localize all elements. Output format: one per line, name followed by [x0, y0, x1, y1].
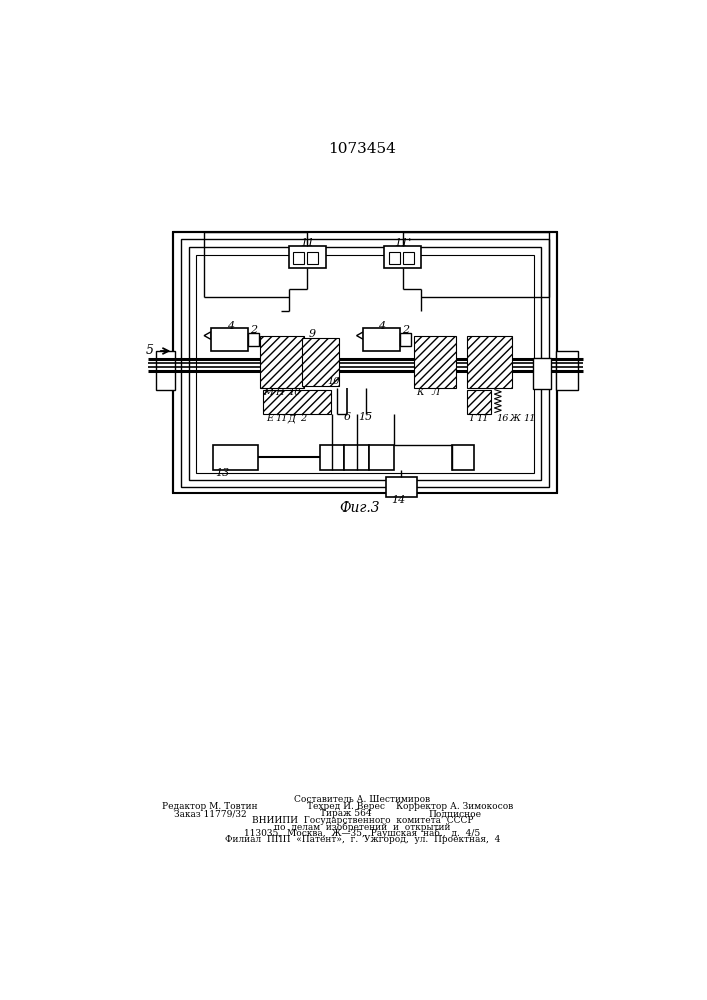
Text: Г: Г	[469, 414, 476, 423]
Text: 4: 4	[378, 321, 385, 331]
Bar	[389, 252, 399, 264]
Polygon shape	[204, 332, 211, 339]
Text: 9: 9	[308, 329, 315, 339]
Text: Н: Н	[275, 388, 284, 397]
Text: Ж: Ж	[510, 414, 521, 423]
Text: 4: 4	[227, 321, 234, 331]
Text: Корректор А. Зимокосов: Корректор А. Зимокосов	[396, 802, 513, 811]
Text: 14: 14	[391, 495, 405, 505]
Text: Подписное: Подписное	[428, 809, 481, 818]
Text: 16: 16	[496, 414, 508, 423]
Text: 10: 10	[288, 388, 301, 397]
Bar	[264, 389, 331, 414]
Bar	[385, 246, 421, 268]
Bar	[288, 246, 326, 268]
Text: 11: 11	[300, 238, 315, 248]
Bar	[467, 336, 512, 388]
Text: 15: 15	[358, 412, 373, 422]
Bar	[156, 351, 175, 389]
Bar	[467, 389, 491, 414]
Circle shape	[310, 252, 315, 257]
Circle shape	[406, 252, 411, 257]
Bar	[214, 445, 258, 470]
Text: 11: 11	[477, 414, 489, 423]
Bar	[556, 351, 578, 389]
Text: 11: 11	[275, 414, 288, 423]
Text: Фиг.3: Фиг.3	[339, 501, 380, 515]
Bar	[173, 232, 557, 493]
Text: Составитель А. Шестимиров: Составитель А. Шестимиров	[294, 795, 431, 804]
Text: 2: 2	[250, 325, 257, 335]
Text: 2: 2	[300, 414, 306, 423]
Text: 113035,  Москва,  Ж—35,  Раушская  наб.,  д.  4/5: 113035, Москва, Ж—35, Раушская наб., д. …	[244, 828, 481, 838]
Bar	[403, 252, 414, 264]
Text: Д: Д	[287, 414, 295, 423]
Bar	[248, 333, 259, 346]
Text: 11': 11'	[394, 238, 411, 248]
Bar	[181, 239, 549, 487]
Text: 6: 6	[344, 412, 351, 422]
Bar	[533, 358, 551, 389]
Circle shape	[296, 252, 301, 257]
Bar	[197, 255, 534, 473]
Bar	[400, 333, 411, 346]
Polygon shape	[356, 332, 363, 339]
Bar	[293, 252, 304, 264]
Bar	[312, 359, 327, 376]
Text: Филиал  ППП  «Патент»,  г.  Ужгород,  ул.  Проектная,  4: Филиал ППП «Патент», г. Ужгород, ул. Про…	[225, 835, 500, 844]
Text: ВНИИПИ  Государственного  комитета  СССР: ВНИИПИ Государственного комитета СССР	[252, 816, 473, 825]
Bar	[386, 477, 416, 497]
Text: 1073454: 1073454	[328, 142, 396, 156]
Text: Л: Л	[431, 388, 439, 397]
Bar	[452, 445, 474, 470]
Text: Техред И. Верес: Техред И. Верес	[307, 802, 385, 811]
Bar	[363, 328, 400, 351]
Text: К: К	[416, 388, 424, 397]
Bar	[344, 445, 369, 470]
Circle shape	[392, 252, 397, 257]
Text: Е: Е	[266, 414, 273, 423]
Bar	[414, 336, 456, 388]
Bar	[369, 445, 394, 470]
Text: 11: 11	[524, 414, 536, 423]
Text: 2: 2	[402, 325, 409, 335]
Bar	[189, 247, 542, 480]
Bar	[308, 252, 318, 264]
Text: Заказ 11779/32: Заказ 11779/32	[174, 809, 246, 818]
Text: 10: 10	[327, 377, 340, 386]
Bar	[259, 336, 304, 388]
Bar	[211, 328, 248, 351]
Text: Тираж 564: Тираж 564	[320, 809, 372, 818]
Text: М: М	[264, 388, 274, 397]
Text: 5: 5	[146, 344, 154, 358]
Bar	[302, 338, 339, 386]
Text: Редактор М. Товтин: Редактор М. Товтин	[162, 802, 258, 811]
Text: по  делам  изобретений  и  открытий: по делам изобретений и открытий	[274, 822, 450, 832]
Text: 13: 13	[215, 468, 229, 478]
Bar	[320, 445, 344, 470]
